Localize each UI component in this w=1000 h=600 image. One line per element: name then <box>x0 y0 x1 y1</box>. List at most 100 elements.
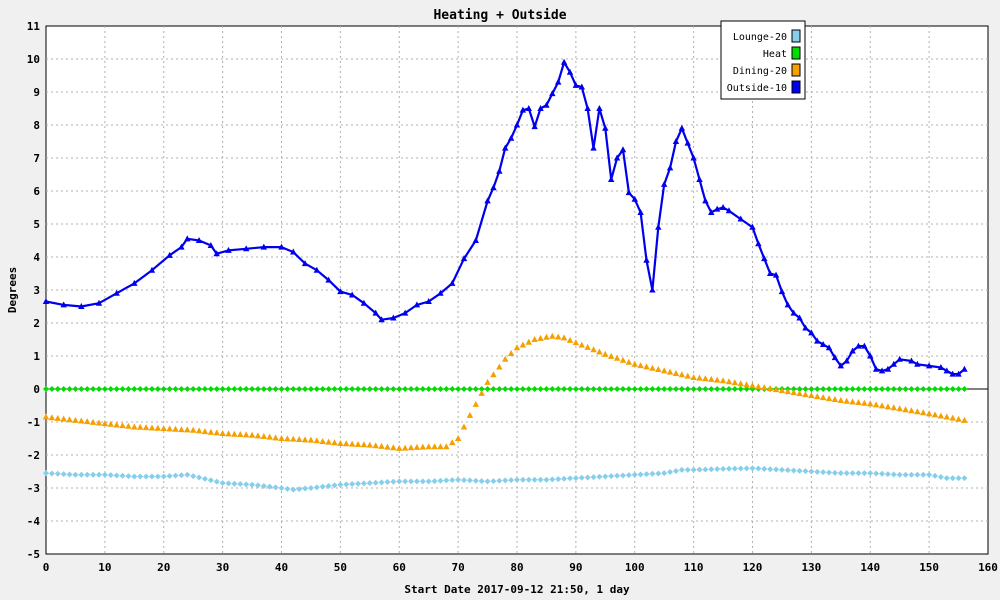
data-point <box>790 389 797 396</box>
data-point <box>90 471 97 478</box>
data-point <box>396 444 403 451</box>
legend-label: Dining-20 <box>733 66 787 77</box>
data-point <box>237 431 244 438</box>
data-point <box>260 483 267 490</box>
data-point <box>537 386 544 392</box>
data-point <box>578 386 585 392</box>
data-point <box>861 386 868 392</box>
data-point <box>802 391 809 398</box>
data-point <box>561 475 568 482</box>
data-point <box>843 386 850 392</box>
data-point <box>78 471 85 478</box>
data-point <box>666 368 674 375</box>
data-point <box>820 386 827 392</box>
data-point <box>660 367 668 374</box>
data-point <box>713 376 721 383</box>
data-point <box>408 478 415 485</box>
data-point <box>313 386 320 392</box>
data-point <box>472 477 479 484</box>
data-point <box>531 386 538 392</box>
data-point <box>608 352 615 359</box>
data-point <box>925 410 933 417</box>
data-point <box>608 175 615 182</box>
data-point <box>119 472 126 479</box>
data-point <box>678 466 685 473</box>
data-point <box>148 266 156 273</box>
data-point <box>78 303 85 309</box>
data-point <box>189 426 197 433</box>
data-point <box>531 123 538 130</box>
data-point <box>449 439 456 446</box>
data-point <box>225 246 232 253</box>
data-point <box>819 394 827 401</box>
data-point <box>101 471 108 478</box>
data-point <box>349 386 356 392</box>
data-point <box>425 386 432 392</box>
data-point <box>513 121 521 128</box>
data-point <box>625 386 632 392</box>
data-point <box>131 473 138 480</box>
data-point <box>672 386 679 392</box>
data-point <box>578 341 585 348</box>
x-tick-label: 60 <box>393 561 406 574</box>
data-point <box>484 197 491 204</box>
data-point <box>201 428 209 435</box>
data-point <box>90 386 97 392</box>
data-point <box>372 309 379 316</box>
data-point <box>555 476 562 483</box>
data-point <box>672 369 680 376</box>
data-point <box>690 466 697 473</box>
data-point <box>631 386 638 392</box>
data-point <box>319 483 326 490</box>
data-point <box>260 386 267 392</box>
data-point <box>525 338 532 345</box>
data-point <box>743 381 750 388</box>
data-point <box>201 475 208 482</box>
data-point <box>519 476 526 483</box>
data-point <box>914 386 921 392</box>
data-point <box>272 484 279 491</box>
data-point <box>702 386 709 392</box>
legend-swatch <box>791 46 801 60</box>
data-point <box>366 441 374 448</box>
data-point <box>313 484 320 491</box>
data-point <box>449 279 456 286</box>
x-tick-label: 0 <box>43 561 50 574</box>
data-point <box>66 386 73 392</box>
data-point <box>831 354 839 361</box>
data-point <box>955 370 962 377</box>
data-point <box>602 350 609 357</box>
data-point <box>249 481 256 488</box>
data-point <box>808 386 815 392</box>
data-point <box>343 386 350 392</box>
data-point <box>89 418 97 425</box>
data-point <box>178 243 185 250</box>
data-point <box>508 477 515 484</box>
data-point <box>702 197 709 204</box>
data-point <box>502 386 509 392</box>
data-point <box>731 465 738 472</box>
data-point <box>319 437 326 444</box>
data-point <box>184 426 191 433</box>
x-axis-label: Start Date 2017-09-12 21:50, 1 day <box>404 583 630 596</box>
data-point <box>402 386 409 392</box>
data-point <box>502 477 509 484</box>
data-point <box>190 473 197 480</box>
data-point <box>802 468 809 475</box>
data-point <box>884 365 892 372</box>
data-point <box>861 399 868 406</box>
data-point <box>772 271 780 278</box>
data-point <box>390 386 397 392</box>
legend-swatch <box>791 80 801 94</box>
data-point <box>566 68 574 75</box>
data-point <box>178 472 185 479</box>
data-point <box>325 386 332 392</box>
data-point <box>684 139 691 146</box>
data-point <box>390 478 397 485</box>
data-point <box>531 336 538 342</box>
data-point <box>184 386 191 392</box>
data-point <box>631 360 638 367</box>
data-point <box>661 470 668 477</box>
data-point <box>778 387 786 394</box>
data-point <box>302 386 309 392</box>
